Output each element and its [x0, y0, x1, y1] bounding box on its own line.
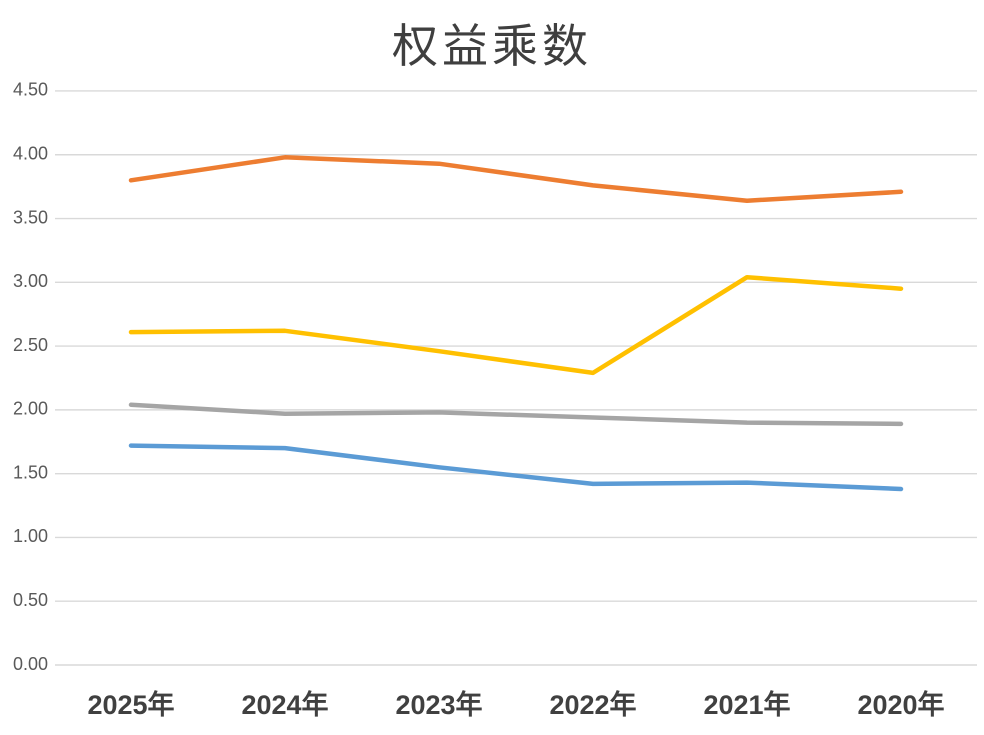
line-yellow-series — [128, 274, 904, 376]
line-orange-series — [128, 155, 904, 203]
line-series-group — [128, 155, 904, 492]
x-axis-category-label: 2021年 — [703, 689, 790, 720]
x-axis-category-label: 2023年 — [395, 689, 482, 720]
gridlines — [55, 90, 977, 666]
x-axis-category-label: 2020年 — [857, 689, 944, 720]
x-axis-category-label: 2024年 — [241, 689, 328, 720]
y-axis-tick-label: 4.00 — [13, 144, 48, 164]
x-axis-category-label: 2025年 — [87, 689, 174, 720]
y-axis-tick-label: 2.00 — [13, 399, 48, 419]
chart-title: 权益乘数 — [392, 21, 592, 72]
y-axis-tick-label: 1.50 — [13, 462, 48, 482]
line-blue-series — [128, 443, 904, 492]
y-axis-tick-labels: 0.00 0.50 1.00 1.50 2.00 2.50 3.00 3.50 4.00 4.50 — [13, 80, 48, 674]
x-axis-category-label: 2022年 — [549, 689, 636, 720]
y-axis-tick-label: 2.50 — [13, 335, 48, 355]
line-gray-series — [128, 402, 904, 427]
y-axis-tick-label: 4.50 — [13, 80, 48, 100]
y-axis-tick-label: 3.50 — [13, 207, 48, 227]
y-axis-tick-label: 0.00 — [13, 654, 48, 674]
y-axis-tick-label: 0.50 — [13, 590, 48, 610]
x-axis-category-labels: 2025年 2024年 2023年 2022年 2021年 2020年 — [87, 689, 944, 720]
y-axis-tick-label: 3.00 — [13, 271, 48, 291]
y-axis-tick-label: 1.00 — [13, 526, 48, 546]
